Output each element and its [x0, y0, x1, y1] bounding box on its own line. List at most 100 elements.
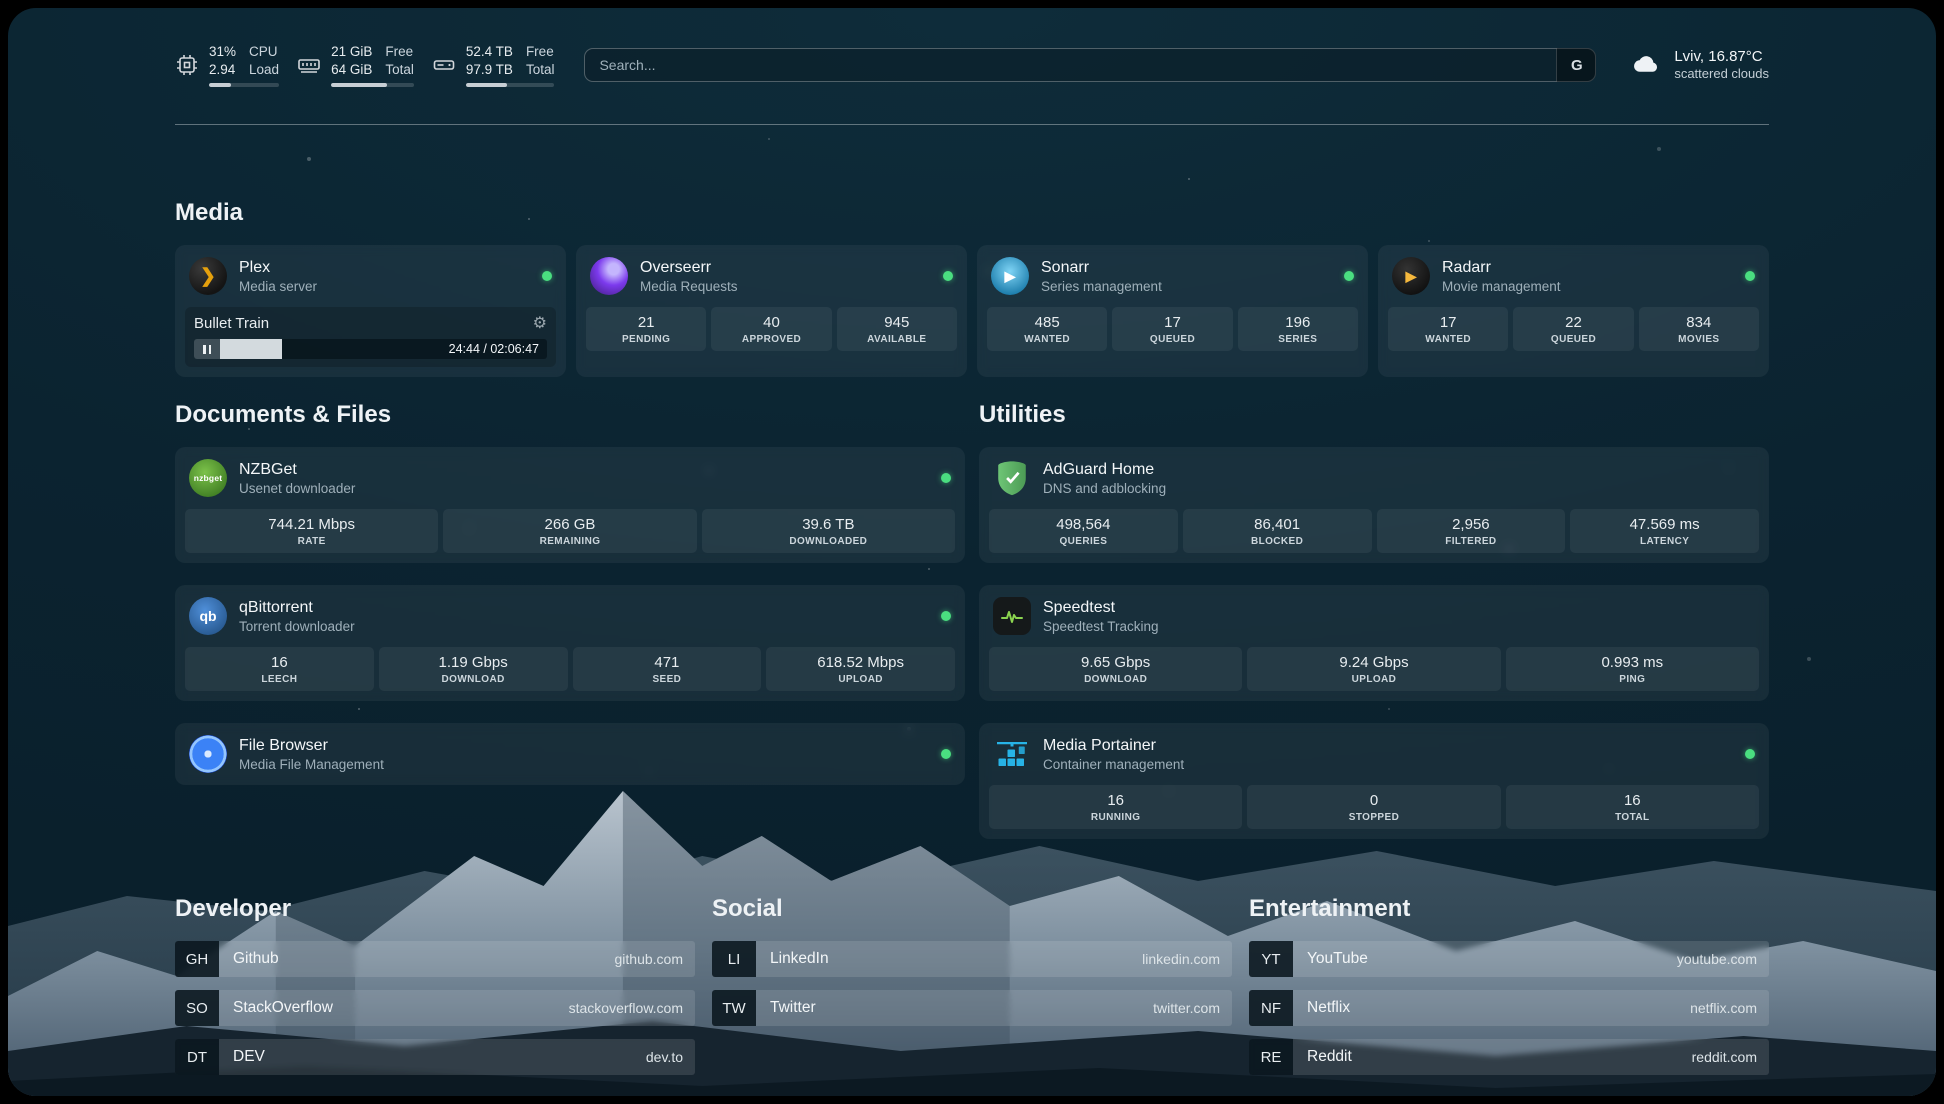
- bookmark-name: DEV: [233, 1048, 265, 1065]
- bookmark-twitter[interactable]: TW Twitter twitter.com: [712, 990, 1232, 1026]
- disk-icon: [433, 60, 455, 70]
- service-stats: 9.65 Gbps DOWNLOAD 9.24 Gbps UPLOAD 0.993 …: [979, 647, 1769, 701]
- stat-download: 1.19 Gbps DOWNLOAD: [378, 647, 568, 691]
- service-stats: 17 WANTED 22 QUEUED 834 MOVIES: [1378, 307, 1769, 361]
- status-online-dot: [542, 271, 552, 281]
- service-subtitle: Container management: [1043, 756, 1185, 772]
- status-online-dot: [943, 271, 953, 281]
- stat-queries: 498,564 QUERIES: [989, 509, 1178, 553]
- stat-download: 9.65 Gbps DOWNLOAD: [989, 647, 1243, 691]
- status-online-dot: [941, 611, 951, 621]
- bookmark-github[interactable]: GH Github github.com: [175, 941, 695, 977]
- stat-leech: 16 LEECH: [185, 647, 374, 691]
- service-name: Radarr: [1442, 258, 1491, 276]
- service-link-filebrowser[interactable]: File Browser Media File Management: [175, 723, 965, 785]
- status-online-dot: [1344, 271, 1354, 281]
- portainer-icon: [993, 735, 1031, 773]
- overseerr-icon: [590, 257, 628, 295]
- bookmark-group-entertainment: Entertainment YT YouTube youtube.com NF …: [1249, 895, 1769, 1075]
- bookmark-url: youtube.com: [1676, 951, 1757, 967]
- bookmark-linkedin[interactable]: LI LinkedIn linkedin.com: [712, 941, 1232, 977]
- pause-icon[interactable]: [194, 339, 220, 359]
- bookmark-name: Github: [233, 950, 279, 967]
- service-card-portainer: Media Portainer Container management 16 R…: [979, 723, 1769, 839]
- weather-widget[interactable]: Lviv, 16.87°C scattered clouds: [1626, 47, 1769, 83]
- memory-bar: [331, 82, 414, 87]
- search-provider-button[interactable]: G: [1556, 48, 1597, 82]
- service-stats: 21 PENDING 40 APPROVED 945 AVAILABLE: [576, 307, 967, 361]
- snow-particles: [8, 8, 10, 10]
- stat-available: 945 AVAILABLE: [836, 307, 957, 351]
- service-link-portainer[interactable]: Media Portainer Container management: [979, 723, 1769, 785]
- service-card-radarr: ▶ Radarr Movie management 17 WANTED 22 QUE…: [1378, 245, 1769, 377]
- service-card-overseerr: Overseerr Media Requests 21 PENDING 40 APP…: [576, 245, 967, 377]
- bookmark-url: netflix.com: [1690, 1000, 1757, 1016]
- section-title-social: Social: [712, 895, 783, 922]
- system-resources: 31% 2.94 CPU Load: [175, 43, 555, 87]
- plex-time: 24:44 / 02:06:47: [448, 342, 539, 356]
- stat-wanted: 485 WANTED: [987, 307, 1108, 351]
- stat-blocked: 86,401 BLOCKED: [1182, 509, 1372, 553]
- service-link-speedtest[interactable]: Speedtest Speedtest Tracking: [979, 585, 1769, 647]
- section-title-media: Media: [175, 199, 244, 226]
- filebrowser-icon: [189, 735, 227, 773]
- plex-icon: ❯: [189, 257, 227, 295]
- section-title-developer: Developer: [175, 895, 292, 922]
- status-online-dot: [1745, 271, 1755, 281]
- weather-location: Lviv, 16.87°C: [1674, 47, 1763, 65]
- bookmark-name: Netflix: [1307, 999, 1351, 1016]
- bookmark-dev[interactable]: DT DEV dev.to: [175, 1039, 695, 1075]
- bookmark-youtube[interactable]: YT YouTube youtube.com: [1249, 941, 1769, 977]
- adguard-icon: [993, 459, 1031, 497]
- bookmark-stackoverflow[interactable]: SO StackOverflow stackoverflow.com: [175, 990, 695, 1026]
- service-subtitle: Media File Management: [239, 756, 384, 772]
- bookmark-netflix[interactable]: NF Netflix netflix.com: [1249, 990, 1769, 1026]
- disk-labels: Free Total: [525, 44, 555, 77]
- bookmark-reddit[interactable]: RE Reddit reddit.com: [1249, 1039, 1769, 1075]
- stat-upload: 9.24 Gbps UPLOAD: [1247, 647, 1501, 691]
- stat-movies: 834 MOVIES: [1638, 307, 1759, 351]
- service-link-qbittorrent[interactable]: qb qBittorrent Torrent downloader: [175, 585, 965, 647]
- bookmark-name: YouTube: [1307, 950, 1368, 967]
- service-name: Plex: [239, 258, 271, 276]
- service-card-nzbget: nzbget NZBGet Usenet downloader 744.21 M…: [175, 447, 965, 563]
- section-media: Media ❯ Plex Media server Bullet Tr: [175, 199, 1769, 377]
- service-subtitle: Torrent downloader: [239, 618, 355, 634]
- service-name: Sonarr: [1041, 258, 1090, 276]
- service-link-plex[interactable]: ❯ Plex Media server: [175, 245, 566, 307]
- service-card-speedtest: Speedtest Speedtest Tracking 9.65 Gbps DO…: [979, 585, 1769, 701]
- search-input[interactable]: [584, 48, 1597, 82]
- service-link-radarr[interactable]: ▶ Radarr Movie management: [1378, 245, 1769, 307]
- bookmark-abbr: NF: [1249, 990, 1293, 1026]
- stat-series: 196 SERIES: [1237, 307, 1358, 351]
- weather-condition: scattered clouds: [1674, 66, 1769, 82]
- bookmark-url: github.com: [614, 951, 683, 967]
- memory-icon: [298, 59, 320, 73]
- stat-filtered: 2,956 FILTERED: [1376, 509, 1566, 553]
- bookmark-abbr: SO: [175, 990, 219, 1026]
- section-utilities: Utilities AdGuard: [979, 401, 1769, 839]
- bookmark-url: stackoverflow.com: [568, 1000, 683, 1016]
- stat-rate: 744.21 Mbps RATE: [185, 509, 439, 553]
- cpu-labels: CPU Load: [249, 44, 280, 77]
- plex-progress-bar[interactable]: 24:44 / 02:06:47: [194, 339, 547, 359]
- stat-ping: 0.993 ms PING: [1505, 647, 1759, 691]
- service-link-adguard[interactable]: AdGuard Home DNS and adblocking: [979, 447, 1769, 509]
- service-link-sonarr[interactable]: ▶ Sonarr Series management: [977, 245, 1368, 307]
- stat-upload: 618.52 Mbps UPLOAD: [766, 647, 955, 691]
- bookmark-url: reddit.com: [1691, 1049, 1757, 1065]
- service-subtitle: Series management: [1041, 278, 1162, 294]
- stat-queued: 22 QUEUED: [1513, 307, 1634, 351]
- speedtest-icon: [993, 597, 1031, 635]
- section-title-documents: Documents & Files: [175, 401, 392, 428]
- disk-widget: 52.4 TB 97.9 TB Free Total: [432, 43, 555, 87]
- bookmark-url: dev.to: [645, 1049, 683, 1065]
- settings-gear-icon[interactable]: ⚙: [532, 314, 547, 332]
- service-subtitle: Media server: [239, 278, 318, 294]
- now-playing-title: Bullet Train: [194, 315, 270, 332]
- disk-bar: [465, 82, 555, 87]
- status-online-dot: [941, 749, 951, 759]
- service-link-nzbget[interactable]: nzbget NZBGet Usenet downloader: [175, 447, 965, 509]
- service-link-overseerr[interactable]: Overseerr Media Requests: [576, 245, 967, 307]
- stat-remaining: 266 GB REMAINING: [443, 509, 697, 553]
